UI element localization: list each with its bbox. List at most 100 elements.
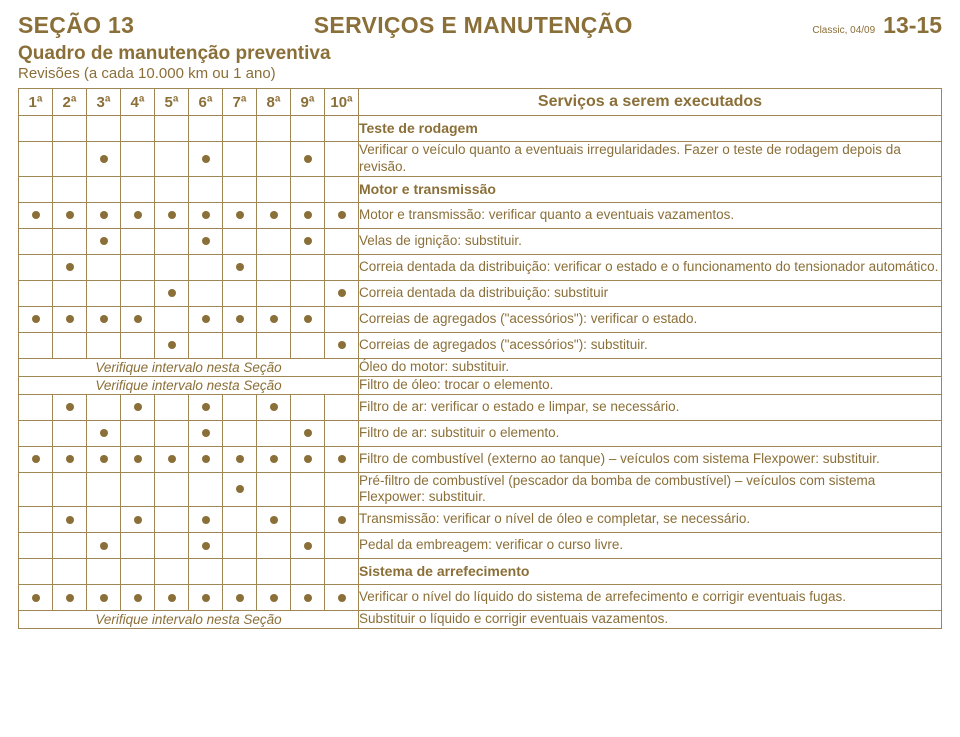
bullet-icon — [338, 516, 346, 524]
dot-cell — [325, 280, 359, 306]
table-row: Pré-filtro de combustível (pescador da b… — [19, 472, 942, 507]
dot-cell — [291, 446, 325, 472]
dot-cell — [257, 507, 291, 533]
service-description: Velas de ignição: substituir. — [359, 228, 942, 254]
bullet-icon — [304, 315, 312, 323]
bullet-icon — [202, 429, 210, 437]
dot-cell — [19, 559, 53, 585]
dot-cell — [155, 332, 189, 358]
interval-note: Verifique intervalo nesta Seção — [19, 358, 359, 376]
subheading-title: Quadro de manutenção preventiva — [18, 43, 942, 65]
dot-cell — [223, 306, 257, 332]
bullet-icon — [202, 455, 210, 463]
dot-cell — [53, 332, 87, 358]
dot-cell — [155, 228, 189, 254]
bullet-icon — [168, 594, 176, 602]
dot-cell — [291, 228, 325, 254]
dot-cell — [257, 202, 291, 228]
dot-cell — [257, 472, 291, 507]
dot-cell — [291, 420, 325, 446]
table-row: Verifique intervalo nesta SeçãoFiltro de… — [19, 376, 942, 394]
col-header: 9ª — [291, 89, 325, 116]
dot-cell — [121, 176, 155, 202]
dot-cell — [257, 176, 291, 202]
dot-cell — [53, 394, 87, 420]
dot-cell — [325, 472, 359, 507]
col-header: 10ª — [325, 89, 359, 116]
dot-cell — [223, 332, 257, 358]
service-description: Filtro de ar: substituir o elemento. — [359, 420, 942, 446]
dot-cell — [257, 533, 291, 559]
dot-cell — [155, 394, 189, 420]
col-header: 8ª — [257, 89, 291, 116]
bullet-icon — [270, 211, 278, 219]
bullet-icon — [134, 516, 142, 524]
dot-cell — [325, 585, 359, 611]
dot-cell — [121, 142, 155, 177]
dot-cell — [189, 585, 223, 611]
dot-cell — [223, 394, 257, 420]
dot-cell — [189, 306, 223, 332]
dot-cell — [53, 254, 87, 280]
dot-cell — [53, 507, 87, 533]
dot-cell — [325, 228, 359, 254]
dot-cell — [87, 228, 121, 254]
dot-cell — [223, 254, 257, 280]
bullet-icon — [134, 455, 142, 463]
bullet-icon — [338, 341, 346, 349]
bullet-icon — [338, 289, 346, 297]
dot-cell — [121, 254, 155, 280]
dot-cell — [223, 280, 257, 306]
dot-cell — [189, 176, 223, 202]
dot-cell — [325, 142, 359, 177]
bullet-icon — [168, 455, 176, 463]
col-header: 7ª — [223, 89, 257, 116]
dot-cell — [155, 420, 189, 446]
dot-cell — [19, 280, 53, 306]
bullet-icon — [304, 211, 312, 219]
dot-cell — [155, 202, 189, 228]
dot-cell — [121, 332, 155, 358]
service-section-header: Teste de rodagem — [359, 116, 942, 142]
dot-cell — [53, 446, 87, 472]
table-row: Filtro de ar: verificar o estado e limpa… — [19, 394, 942, 420]
dot-cell — [155, 254, 189, 280]
dot-cell — [257, 306, 291, 332]
dot-cell — [87, 306, 121, 332]
dot-cell — [19, 254, 53, 280]
table-row: Correia dentada da distribuição: substit… — [19, 280, 942, 306]
dot-cell — [325, 202, 359, 228]
dot-cell — [223, 472, 257, 507]
dot-cell — [87, 446, 121, 472]
dot-cell — [19, 332, 53, 358]
dot-cell — [87, 142, 121, 177]
table-row: Filtro de combustível (externo ao tanque… — [19, 446, 942, 472]
dot-cell — [189, 507, 223, 533]
service-description: Verificar o nível do líquido do sistema … — [359, 585, 942, 611]
dot-cell — [189, 228, 223, 254]
header-right: Classic, 04/09 13-15 — [812, 12, 942, 39]
bullet-icon — [32, 211, 40, 219]
dot-cell — [189, 254, 223, 280]
dot-cell — [19, 585, 53, 611]
dot-cell — [291, 332, 325, 358]
dot-cell — [121, 446, 155, 472]
dot-cell — [87, 420, 121, 446]
page-number: 13-15 — [883, 12, 942, 39]
dot-cell — [19, 306, 53, 332]
col-header: 4ª — [121, 89, 155, 116]
bullet-icon — [66, 211, 74, 219]
dot-cell — [87, 559, 121, 585]
table-head: 1ª2ª3ª4ª5ª6ª7ª8ª9ª10ªServiços a serem ex… — [19, 89, 942, 116]
dot-cell — [257, 446, 291, 472]
bullet-icon — [338, 455, 346, 463]
dot-cell — [223, 176, 257, 202]
dot-cell — [257, 228, 291, 254]
dot-cell — [189, 116, 223, 142]
service-description: Correia dentada da distribuição: substit… — [359, 280, 942, 306]
table-row: Verificar o nível do líquido do sistema … — [19, 585, 942, 611]
dot-cell — [223, 559, 257, 585]
dot-cell — [53, 585, 87, 611]
dot-cell — [53, 420, 87, 446]
bullet-icon — [134, 594, 142, 602]
